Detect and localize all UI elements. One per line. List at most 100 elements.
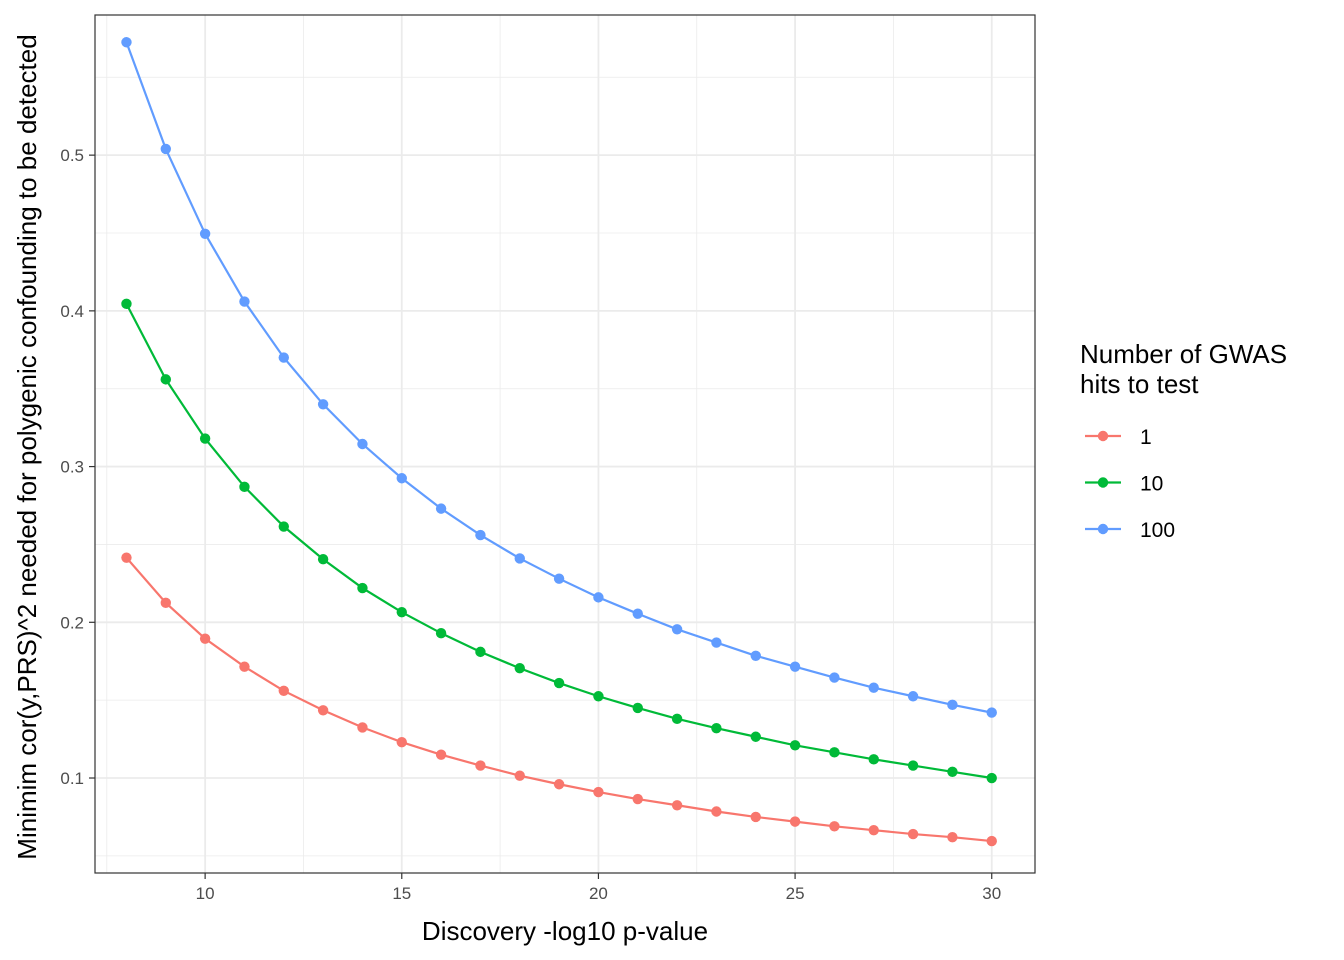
data-point: [357, 722, 368, 733]
data-point: [711, 722, 722, 734]
data-point: [121, 298, 132, 310]
x-tick-label: 20: [589, 884, 608, 903]
axes: 10 15 20 25 30 0.1 0.2 0.3 0.4 0.5: [60, 146, 1001, 903]
grid: [95, 15, 1035, 873]
y-tick-label: 0.3: [60, 458, 84, 477]
x-tick-label: 25: [786, 884, 805, 903]
data-point: [121, 37, 132, 48]
data-point: [671, 624, 683, 635]
legend-label: 1: [1140, 426, 1152, 449]
data-point: [514, 663, 525, 674]
data-point: [357, 438, 368, 450]
data-point: [278, 685, 289, 697]
data-point: [986, 835, 997, 847]
data-point: [278, 352, 289, 363]
data-point: [711, 637, 722, 648]
panel-border: [94, 14, 1036, 874]
data-point: [868, 682, 879, 693]
data-point: [475, 760, 486, 771]
y-tick-label: 0.5: [60, 146, 84, 165]
series-line-10: [125, 303, 992, 780]
data-point: [396, 473, 407, 484]
series-1: [121, 552, 997, 847]
legend-item-1: 1: [1085, 426, 1152, 449]
data-point: [475, 529, 486, 541]
data-point: [868, 824, 879, 836]
data-point: [199, 633, 211, 644]
series-line-100: [125, 41, 992, 714]
series-10: [121, 298, 997, 784]
data-point: [514, 770, 525, 781]
y-tick-label: 0.2: [60, 613, 84, 632]
data-point: [239, 661, 250, 672]
legend-item-10: 10: [1085, 473, 1163, 496]
data-point: [317, 554, 329, 565]
series-100: [121, 37, 997, 718]
y-tick-label: 0.1: [60, 769, 84, 788]
data-point: [907, 828, 919, 840]
x-tick-label: 10: [196, 884, 215, 903]
series-line-1: [125, 556, 992, 843]
legend-key-point: [1097, 523, 1109, 535]
y-axis-title: Minimim cor(y,PRS)^2 needed for polygeni…: [12, 34, 42, 859]
y-tick-label: 0.4: [60, 302, 84, 321]
data-point: [160, 374, 171, 385]
legend-key-point: [1097, 477, 1109, 488]
data-point: [435, 503, 447, 514]
data-point: [986, 707, 997, 718]
x-axis-title: Discovery -log10 p-value: [422, 916, 708, 946]
data-point: [239, 481, 250, 493]
legend-title-line: Number of GWAS: [1080, 339, 1287, 369]
data-point: [711, 806, 722, 817]
data-point: [593, 786, 604, 798]
data-point: [435, 627, 447, 639]
data-point: [396, 736, 407, 748]
data-point: [553, 573, 565, 584]
data-point: [199, 433, 211, 444]
data-point: [671, 713, 683, 725]
data-point: [947, 699, 958, 711]
legend-title-line: hits to test: [1080, 369, 1199, 399]
legend-label: 100: [1140, 519, 1175, 542]
data-point: [199, 228, 211, 239]
data-point: [750, 731, 761, 742]
data-point: [789, 740, 801, 751]
data-point: [160, 597, 171, 609]
data-point: [829, 821, 840, 832]
data-point: [121, 552, 132, 563]
legend-item-100: 100: [1085, 519, 1175, 542]
data-point: [593, 691, 604, 702]
data-point: [907, 760, 919, 771]
data-point: [435, 749, 447, 760]
data-point: [632, 608, 643, 619]
data-point: [475, 646, 486, 658]
data-point: [632, 702, 643, 714]
data-point: [160, 143, 171, 155]
data-point: [317, 399, 329, 410]
data-point: [829, 672, 840, 683]
x-tick-label: 30: [982, 884, 1001, 903]
data-point: [829, 747, 840, 758]
data-point: [947, 831, 958, 843]
legend-label: 10: [1140, 473, 1163, 496]
data-point: [789, 816, 801, 827]
data-point: [553, 677, 565, 689]
data-point: [278, 521, 289, 532]
data-point: [632, 793, 643, 805]
data-point: [239, 296, 250, 307]
data-point: [317, 705, 329, 716]
data-point: [750, 811, 761, 823]
data-point: [789, 661, 801, 672]
data-point: [750, 650, 761, 661]
data-point: [593, 592, 604, 603]
data-point: [671, 800, 683, 811]
series-layer: [121, 37, 997, 847]
data-point: [947, 766, 958, 777]
data-point: [986, 772, 997, 784]
data-point: [514, 553, 525, 564]
data-point: [907, 691, 919, 702]
data-point: [357, 582, 368, 594]
data-point: [868, 754, 879, 765]
